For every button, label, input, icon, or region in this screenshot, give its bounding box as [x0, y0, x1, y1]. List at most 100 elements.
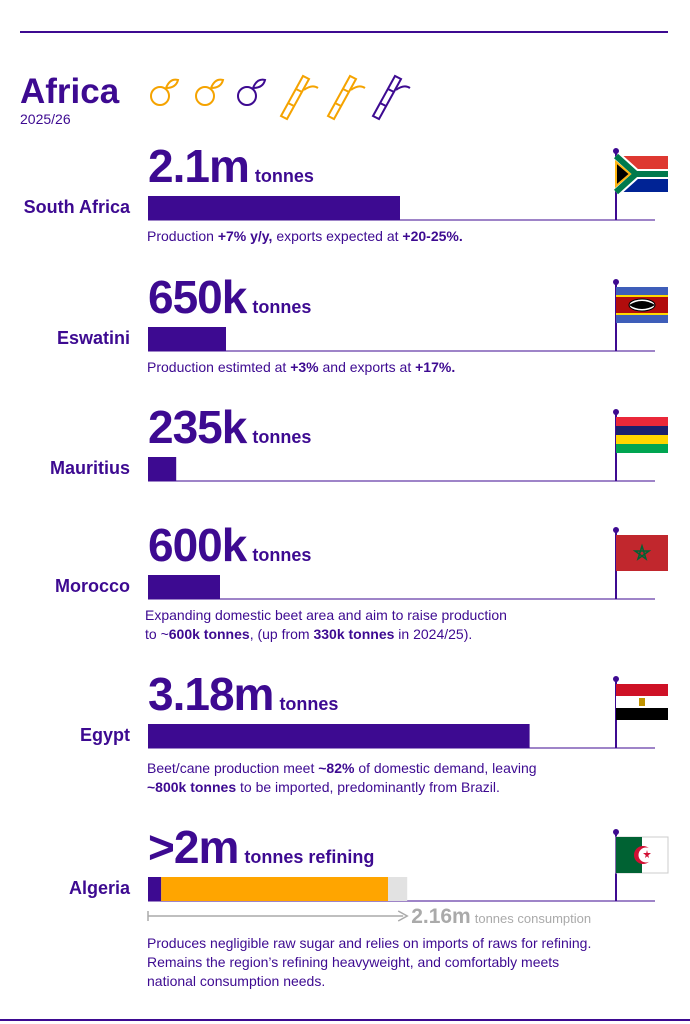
pole-top	[613, 676, 619, 682]
flag-part	[616, 417, 668, 426]
headline: 235k tonnes	[148, 401, 311, 453]
note-run: in 2024/25).	[394, 626, 472, 642]
flag-part	[629, 301, 655, 309]
bar	[148, 196, 400, 220]
flag-part	[616, 535, 668, 571]
headline: 2.1m tonnes	[148, 140, 314, 192]
flag-part	[613, 153, 668, 195]
unit-label: tonnes refining	[244, 847, 374, 867]
country-row: Algeria >2m tonnes refining 2.16m tonnes con…	[69, 821, 669, 989]
amount-label: 650k	[148, 271, 248, 323]
note-line: ~800k tonnes to be imported, predominant…	[147, 779, 500, 795]
bar	[148, 724, 530, 748]
note-run: Production	[147, 228, 218, 244]
flag	[616, 535, 668, 571]
bar	[148, 575, 220, 599]
unit-label: tonnes	[279, 694, 338, 714]
flag	[616, 417, 668, 453]
flag-part	[616, 684, 668, 696]
note-run: +17%.	[415, 359, 455, 375]
note-run: +3%	[290, 359, 319, 375]
country-name: Morocco	[55, 576, 130, 596]
unit-label: tonnes	[252, 545, 311, 565]
icons	[150, 74, 411, 121]
amount-label: 3.18m	[148, 668, 273, 720]
country-name: Egypt	[80, 725, 130, 745]
note-run: Production estimted at	[147, 359, 290, 375]
bar-segment	[148, 877, 162, 901]
flag-part	[616, 426, 668, 435]
note-run: Expanding domestic beet area and aim to …	[145, 607, 507, 623]
flag-part	[643, 850, 651, 858]
note-run: Beet/cane production meet	[147, 760, 318, 776]
country-row: Mauritius 235k tonnes	[50, 401, 668, 482]
flag-part	[639, 698, 645, 706]
unit-label: tonnes	[252, 427, 311, 447]
note-run: national consumption needs.	[147, 973, 325, 989]
note-line: Production estimted at +3% and exports a…	[147, 359, 455, 375]
note-run: and exports at	[319, 359, 416, 375]
amount-label: 235k	[148, 401, 248, 453]
flag-part	[632, 543, 652, 561]
flag-part	[616, 444, 668, 453]
note-run: ~800k tonnes	[147, 779, 236, 795]
bar-segment	[161, 877, 388, 901]
unit-label: tonnes	[255, 166, 314, 186]
note-run: 600k tonnes	[169, 626, 250, 642]
country-row: South Africa 2.1m tonnes Production +7% y/y…	[24, 140, 668, 244]
note-line: Remains the region’s refining heavyweigh…	[147, 954, 559, 970]
note-run: 330k tonnes	[313, 626, 394, 642]
note-run: +7% y/y,	[218, 228, 273, 244]
flag	[616, 287, 668, 323]
pole-top	[613, 829, 619, 835]
note-line: Produces negligible raw sugar and relies…	[147, 935, 591, 951]
note-run: to ~	[145, 626, 169, 642]
note-run: exports expected at	[272, 228, 402, 244]
country-row: Morocco 600k tonnes Expanding domestic beet…	[55, 519, 668, 642]
note-line: to ~600k tonnes, (up from 330k tonnes in…	[145, 626, 472, 642]
note-run: ~82%	[318, 760, 355, 776]
bar	[148, 327, 226, 351]
flag	[615, 836, 669, 874]
headline: 3.18m tonnes	[148, 668, 338, 720]
country-row: Egypt 3.18m tonnes Beet/cane production mee…	[80, 668, 668, 795]
note-run: , (up from	[250, 626, 314, 642]
note-run: to be imported, predominantly from Brazi…	[236, 779, 500, 795]
amount-label: 2.1m	[148, 140, 249, 192]
country-name: Mauritius	[50, 458, 130, 478]
note-line: national consumption needs.	[147, 973, 325, 989]
arrow-head	[397, 910, 409, 922]
note-line: Expanding domestic beet area and aim to …	[145, 607, 507, 623]
headline: 600k tonnes	[148, 519, 311, 571]
amount-label: 600k	[148, 519, 248, 571]
country-name: Algeria	[69, 878, 131, 898]
flag-part	[616, 708, 668, 720]
flag-part	[615, 159, 632, 189]
note-run: Produces negligible raw sugar and relies…	[147, 935, 591, 951]
season: 2025/26	[20, 111, 71, 127]
country-name: South Africa	[24, 197, 131, 217]
pole-top	[613, 148, 619, 154]
note-run: +20-25%.	[402, 228, 462, 244]
unit-label: tonnes	[252, 297, 311, 317]
consumption-label: 2.16m	[411, 905, 471, 928]
pole-top	[613, 409, 619, 415]
note-line: Beet/cane production meet ~82% of domest…	[147, 760, 537, 776]
consumption-text: 2.16m tonnes consumption	[411, 905, 591, 928]
headline: >2m tonnes refining	[148, 821, 374, 873]
note-run: of domestic demand, leaving	[354, 760, 536, 776]
country-name: Eswatini	[57, 328, 130, 348]
consumption-unit: tonnes consumption	[475, 911, 591, 926]
region-title: Africa	[20, 72, 120, 111]
note-run: Remains the region’s refining heavyweigh…	[147, 954, 559, 970]
note-line: Production +7% y/y, exports expected at …	[147, 228, 463, 244]
pole-top	[613, 279, 619, 285]
pole-top	[613, 527, 619, 533]
country-row: Eswatini 650k tonnes Production estimted at…	[57, 271, 668, 375]
headline: 650k tonnes	[148, 271, 311, 323]
flag-part	[616, 435, 668, 444]
bar	[148, 457, 177, 481]
flag	[616, 684, 668, 720]
flag	[612, 152, 668, 196]
